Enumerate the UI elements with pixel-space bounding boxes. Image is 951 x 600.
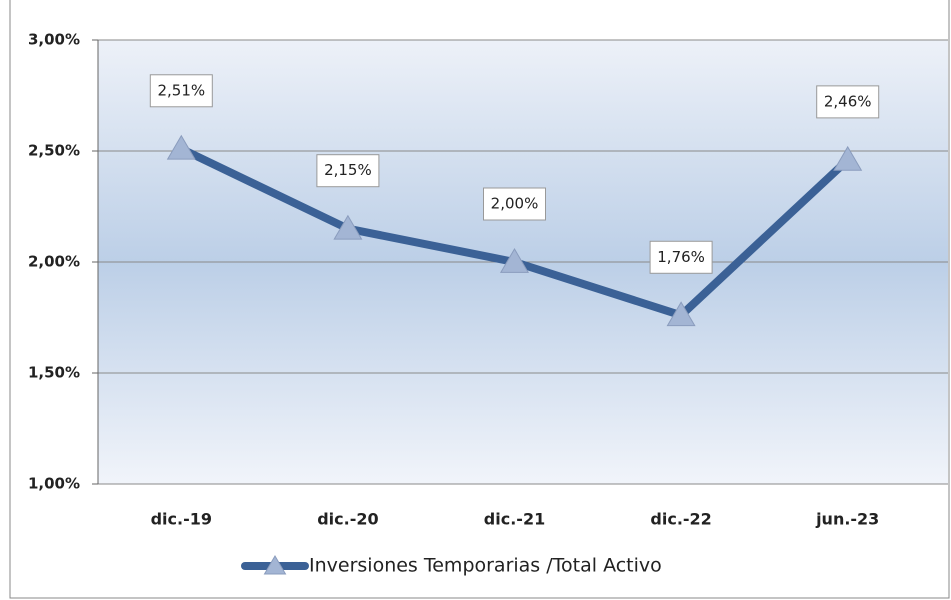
data-point [499, 248, 530, 273]
data-point [666, 301, 696, 327]
x-tick-label: dic.-19 [151, 510, 212, 529]
y-tick-label: 1,50% [28, 364, 80, 382]
value-label-box [816, 85, 880, 119]
data-point [166, 134, 196, 160]
y-tick-label: 1,00% [28, 475, 80, 493]
legend-label: Inversiones Temporarias /Total Activo [309, 555, 662, 577]
value-label-box [149, 74, 213, 108]
value-label: 2,00% [491, 195, 539, 213]
data-point [833, 145, 863, 171]
x-tick-label: dic.-20 [317, 510, 378, 529]
x-tick-label: dic.-22 [650, 510, 711, 529]
value-label-box [316, 154, 380, 188]
x-tick-label: jun.-23 [815, 510, 879, 529]
value-label: 1,76% [657, 248, 705, 266]
x-tick-label: dic.-21 [484, 510, 545, 529]
value-label-box [483, 187, 546, 221]
value-label: 2,51% [157, 81, 205, 99]
legend-marker [263, 555, 287, 575]
y-tick-label: 2,50% [28, 142, 80, 160]
value-label-box [649, 240, 713, 274]
data-point [333, 214, 363, 240]
value-label: 2,15% [324, 161, 372, 179]
y-tick-label: 2,00% [28, 253, 80, 271]
value-label: 2,46% [824, 92, 872, 110]
y-tick-label: 3,00% [28, 31, 80, 49]
